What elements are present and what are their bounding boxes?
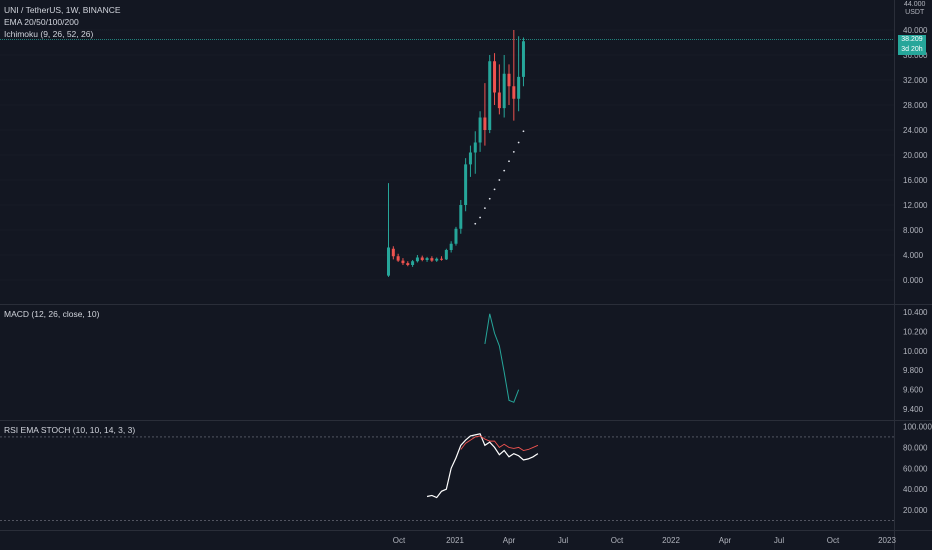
time-tick-label: 2023 bbox=[878, 536, 896, 545]
candle-body bbox=[464, 164, 468, 205]
time-axis[interactable]: Oct 2021 Apr Jul Oct 2022 Apr Jul Oct 2023 bbox=[393, 536, 897, 545]
candle-body bbox=[415, 257, 419, 262]
ema-dot bbox=[517, 141, 520, 144]
candle-body bbox=[517, 76, 521, 99]
time-tick-label: 2022 bbox=[662, 536, 680, 545]
rsi-k-line bbox=[426, 433, 539, 499]
price-tick-label: 0.000 bbox=[903, 276, 924, 285]
price-tick-label: 28.000 bbox=[903, 101, 928, 110]
time-tick-label: 2021 bbox=[446, 536, 464, 545]
candle-body bbox=[420, 257, 424, 260]
candle-body bbox=[444, 250, 448, 260]
ema-dot bbox=[522, 130, 525, 133]
time-tick-label: Oct bbox=[393, 536, 406, 545]
candle-body bbox=[478, 117, 482, 143]
legend-macd[interactable]: MACD (12, 26, close, 10) bbox=[4, 309, 100, 319]
candle-body bbox=[488, 61, 492, 130]
price-tick-label: 36.000 bbox=[903, 51, 928, 60]
legend-rsi[interactable]: RSI EMA STOCH (10, 10, 14, 3, 3) bbox=[4, 425, 136, 435]
time-tick-label: Oct bbox=[827, 536, 840, 545]
candle-body bbox=[459, 205, 463, 229]
candle-body bbox=[454, 228, 458, 244]
price-tick-label: 40.000 bbox=[903, 26, 928, 35]
candle-body bbox=[497, 92, 501, 109]
price-tick-label: 32.000 bbox=[903, 76, 928, 85]
candle-body bbox=[396, 256, 400, 261]
macd-tick-label: 9.600 bbox=[903, 386, 924, 395]
price-tick-label: 16.000 bbox=[903, 176, 928, 185]
candle-body bbox=[493, 61, 497, 93]
grid-lines bbox=[0, 29, 894, 281]
time-tick-label: Jul bbox=[558, 536, 568, 545]
macd-tick-label: 10.400 bbox=[903, 308, 928, 317]
ema-dot bbox=[479, 216, 481, 219]
ema-dot bbox=[488, 197, 491, 200]
candle-body bbox=[430, 258, 434, 261]
price-axis-currency-label: USDT bbox=[905, 9, 925, 16]
ema-dot bbox=[474, 222, 477, 225]
price-tick-label: 4.000 bbox=[903, 251, 924, 260]
last-price-tag: 38.209 bbox=[898, 35, 926, 45]
price-tick-label: 20.000 bbox=[903, 151, 928, 160]
rsi-axis[interactable]: 100.000 80.000 60.000 40.000 20.000 bbox=[903, 423, 932, 516]
price-tick-label: 8.000 bbox=[903, 226, 924, 235]
rsi-tick-label: 20.000 bbox=[903, 506, 928, 515]
countdown-tag: 3d 20h bbox=[898, 45, 926, 55]
candle-body bbox=[401, 260, 405, 264]
candle-body bbox=[406, 263, 410, 265]
candle-body bbox=[502, 73, 506, 109]
legend-ichimoku[interactable]: Ichimoku (9, 26, 52, 26) bbox=[4, 29, 94, 39]
candle-body bbox=[440, 258, 444, 260]
time-tick-label: Apr bbox=[503, 536, 516, 545]
price-axis-currency[interactable]: 44.000 USDT bbox=[904, 1, 925, 17]
macd-tick-label: 9.400 bbox=[903, 405, 924, 414]
candle-body bbox=[512, 86, 516, 99]
price-axis[interactable]: 40.000 36.000 32.000 28.000 24.000 20.000 16.0… bbox=[903, 26, 928, 285]
macd-series bbox=[484, 313, 520, 403]
time-tick-label: Apr bbox=[719, 536, 732, 545]
candle-body bbox=[449, 243, 453, 250]
rsi-tick-label: 60.000 bbox=[903, 464, 928, 473]
candle-body bbox=[391, 248, 395, 257]
time-tick-label: Jul bbox=[774, 536, 784, 545]
ema-dot bbox=[512, 150, 515, 153]
candle-body bbox=[411, 261, 415, 265]
price-tick-label: 12.000 bbox=[903, 201, 928, 210]
candle-body bbox=[483, 117, 487, 130]
candle-body bbox=[473, 142, 477, 153]
time-tick-label: Oct bbox=[611, 536, 624, 545]
candle-body bbox=[521, 41, 525, 77]
legend-symbol[interactable]: UNI / TetherUS, 1W, BINANCE bbox=[4, 5, 121, 15]
rsi-bands bbox=[0, 436, 894, 521]
macd-tick-label: 10.000 bbox=[903, 347, 928, 356]
rsi-series bbox=[426, 433, 539, 499]
legend-ema[interactable]: EMA 20/50/100/200 bbox=[4, 17, 79, 27]
ema-dots bbox=[474, 130, 525, 225]
rsi-tick-label: 100.000 bbox=[903, 423, 932, 432]
rsi-tick-label: 80.000 bbox=[903, 443, 928, 452]
candle-body bbox=[425, 258, 429, 260]
ema-dot bbox=[484, 207, 486, 210]
candle-body bbox=[435, 258, 439, 261]
macd-axis[interactable]: 10.400 10.200 10.000 9.800 9.600 9.400 bbox=[903, 308, 928, 414]
ema-dot bbox=[498, 179, 501, 181]
ema-dot bbox=[493, 188, 496, 191]
rsi-d-line bbox=[460, 435, 539, 452]
candle-body bbox=[468, 152, 472, 165]
macd-tick-label: 10.200 bbox=[903, 327, 928, 336]
rsi-tick-label: 40.000 bbox=[903, 485, 928, 494]
candles bbox=[387, 30, 525, 277]
price-axis-top-partial: 44.000 bbox=[904, 1, 926, 8]
macd-line bbox=[484, 313, 520, 403]
price-tick-label: 24.000 bbox=[903, 126, 928, 135]
ema-dot bbox=[503, 169, 506, 172]
candle-body bbox=[387, 247, 390, 276]
macd-tick-label: 9.800 bbox=[903, 366, 924, 375]
ema-dot bbox=[508, 160, 510, 163]
candle-body bbox=[507, 73, 511, 87]
